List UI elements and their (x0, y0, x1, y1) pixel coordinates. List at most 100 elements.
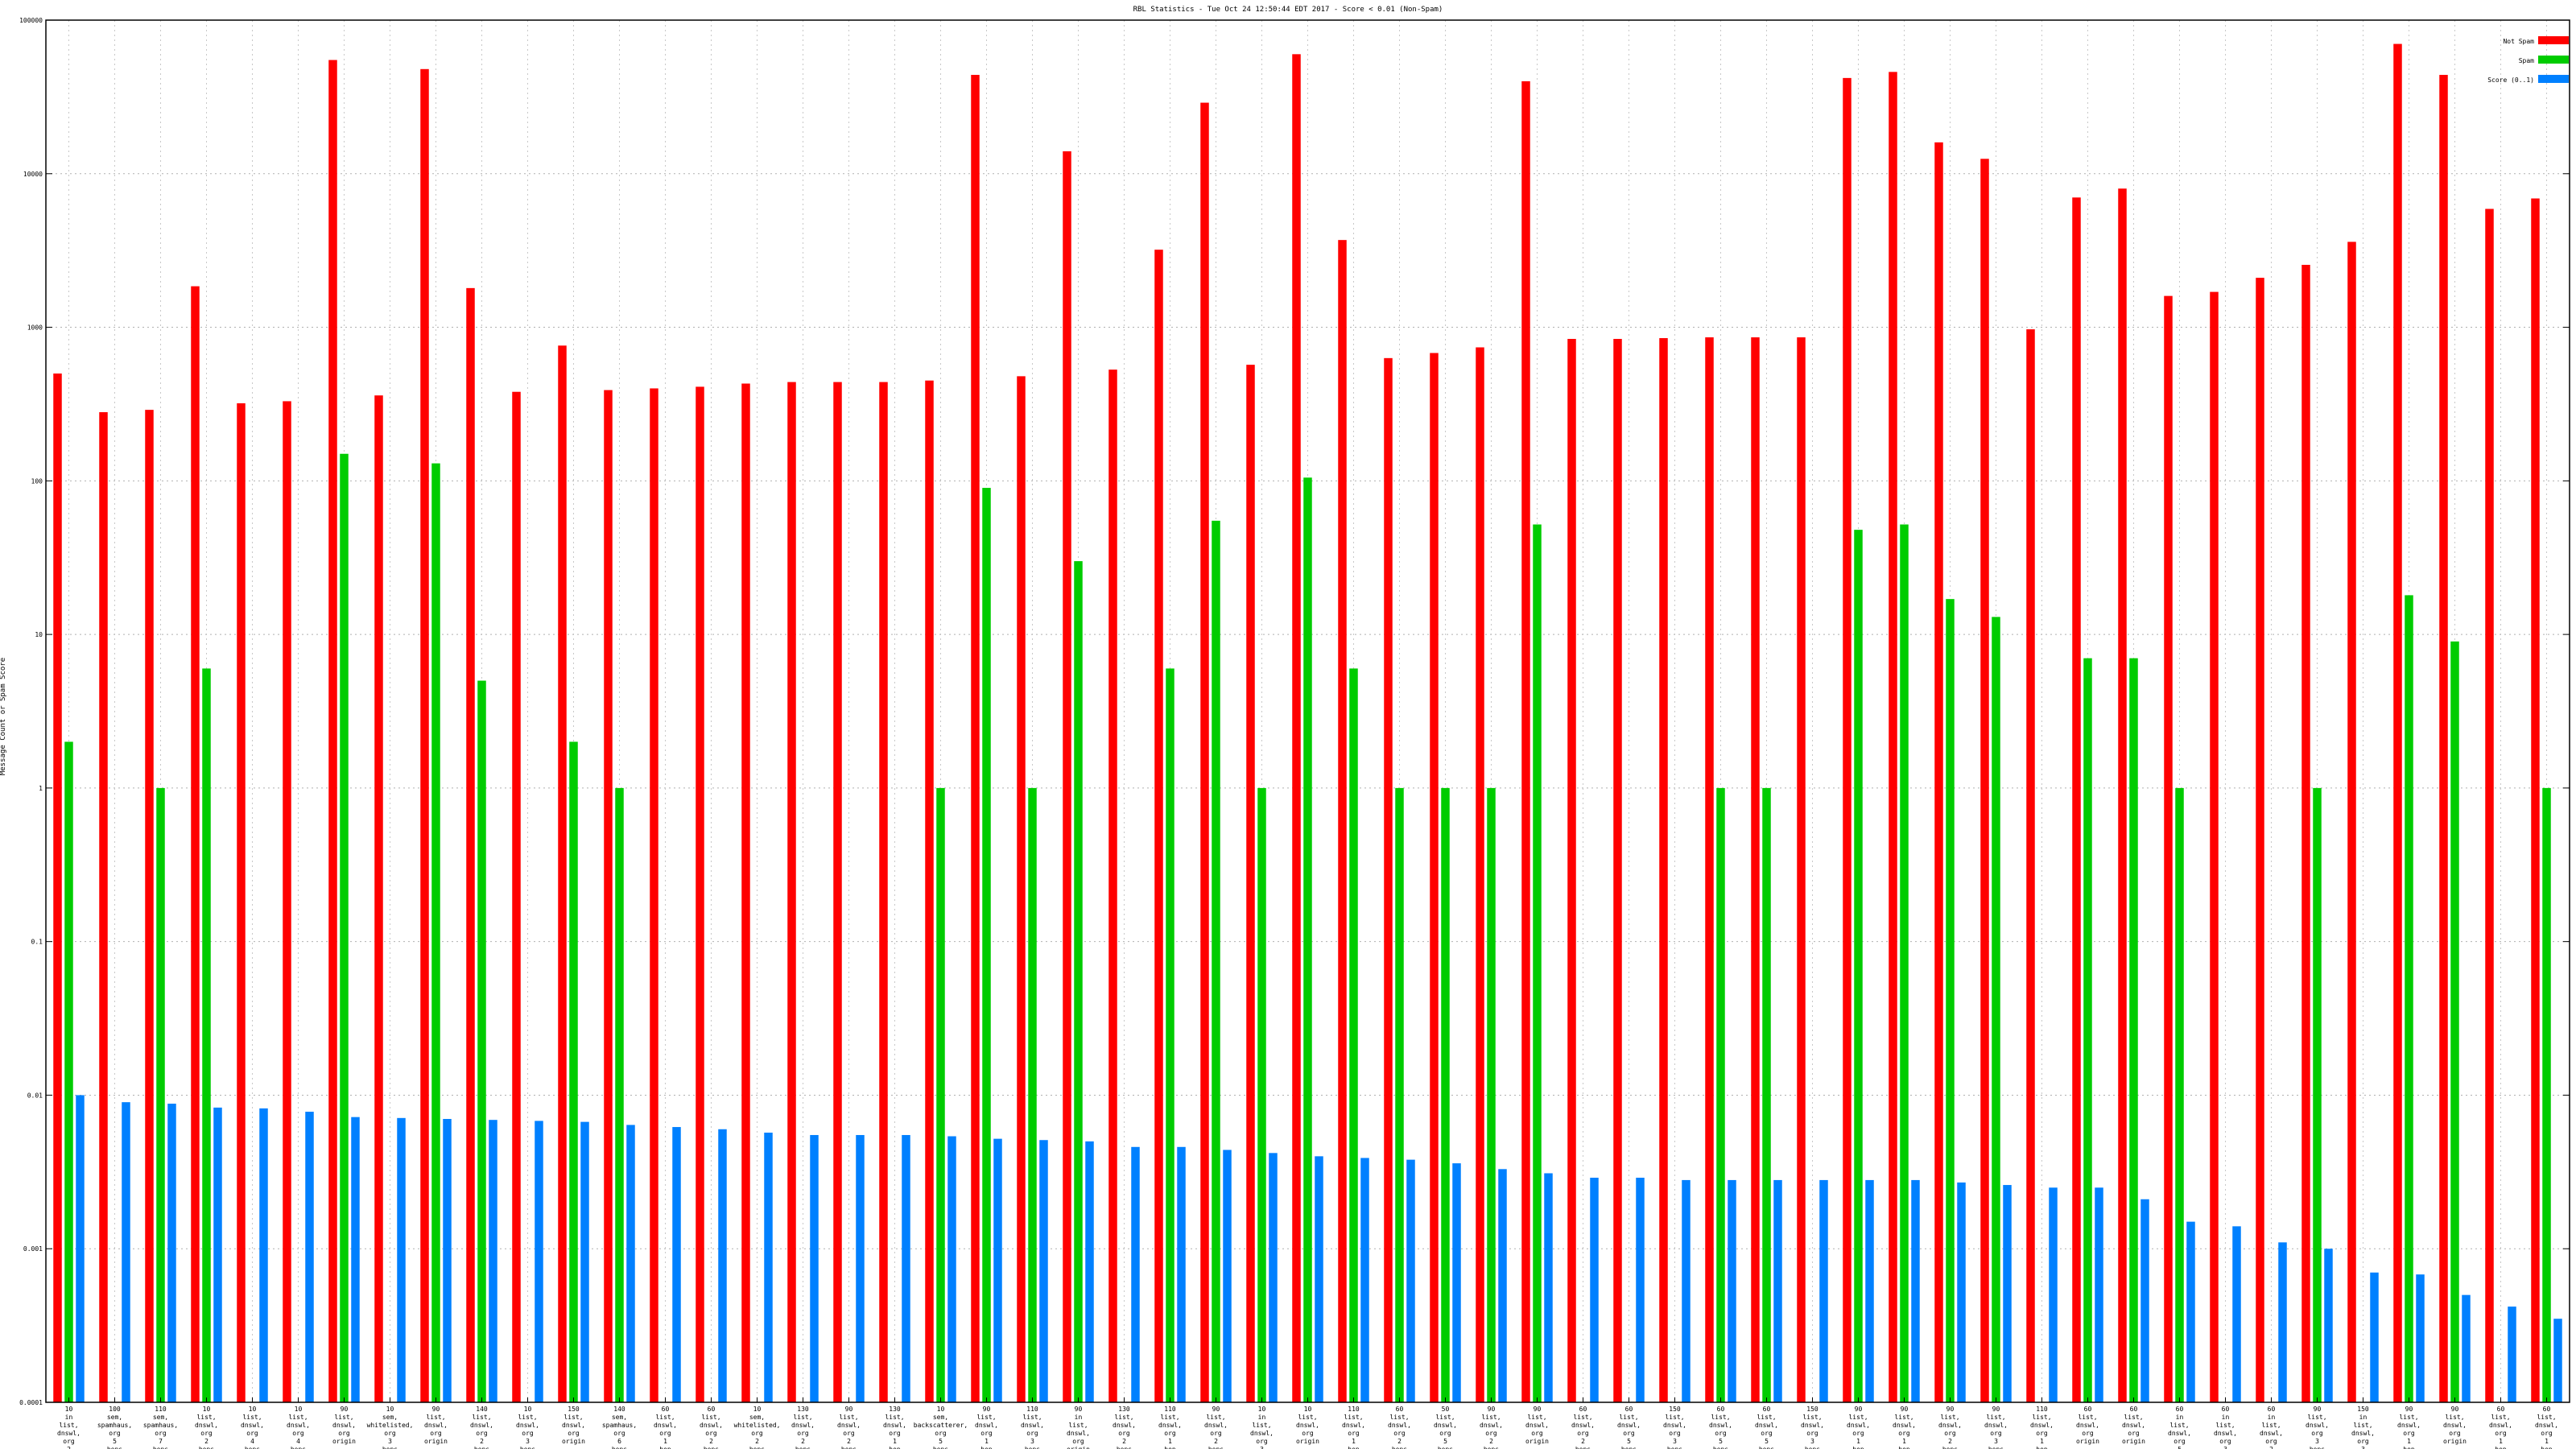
bar-not-spam (2118, 188, 2127, 1402)
bar-not-spam (1154, 250, 1163, 1402)
bar-not-spam (741, 383, 750, 1402)
bar-not-spam (53, 373, 62, 1403)
bar-not-spam (558, 345, 567, 1402)
bar-spam (1533, 524, 1542, 1402)
bar-not-spam (2485, 208, 2494, 1402)
bar-not-spam (2210, 291, 2219, 1402)
bar-score-0-1 (122, 1102, 130, 1402)
bar-score-0-1 (2049, 1187, 2058, 1402)
bar-spam (340, 453, 349, 1402)
bar-not-spam (2531, 198, 2540, 1403)
bar-not-spam (374, 395, 383, 1403)
legend-swatch (2538, 75, 2569, 83)
bar-score-0-1 (1269, 1153, 1278, 1402)
bar-not-spam (283, 401, 291, 1403)
x-tick-label: 10 list, dnswl, org origin (1296, 1406, 1319, 1445)
bar-score-0-1 (1039, 1140, 1048, 1402)
bar-not-spam (1292, 54, 1301, 1402)
bar-not-spam (1797, 337, 1806, 1403)
bar-not-spam (1934, 142, 1943, 1403)
bar-spam (1349, 668, 1358, 1402)
bar-not-spam (787, 382, 796, 1402)
bar-spam (1441, 787, 1450, 1402)
bar-not-spam (1063, 151, 1071, 1403)
bar-score-0-1 (764, 1133, 773, 1402)
bar-score-0-1 (1636, 1178, 1645, 1402)
bar-not-spam (237, 402, 246, 1403)
bar-spam (1257, 787, 1266, 1402)
bar-score-0-1 (947, 1136, 956, 1402)
bar-score-0-1 (2003, 1185, 2012, 1402)
x-tick-label: 90 list, dnswl, org origin (1525, 1406, 1549, 1445)
bar-spam (1487, 787, 1496, 1402)
bar-not-spam (512, 391, 521, 1402)
y-tick-label: 0.01 (27, 1092, 43, 1099)
bar-score-0-1 (1406, 1159, 1415, 1402)
bar-spam (1028, 787, 1037, 1402)
bar-not-spam (1476, 347, 1484, 1403)
bar-score-0-1 (1590, 1178, 1599, 1402)
y-tick-label: 100 (31, 477, 43, 485)
bar-score-0-1 (535, 1121, 543, 1402)
bar-score-0-1 (2370, 1272, 2379, 1402)
bar-spam (1166, 668, 1174, 1402)
y-tick-labels: 100000 10000 1000 100 10 1 0.1 0.01 0.001 0.0001 (19, 17, 43, 1406)
bar-not-spam (1108, 369, 1117, 1402)
axes (45, 19, 2570, 1403)
bar-spam (1212, 520, 1220, 1402)
bar-score-0-1 (167, 1104, 176, 1402)
bar-spam (1946, 599, 1955, 1402)
bar-score-0-1 (902, 1134, 910, 1402)
bar-score-0-1 (856, 1134, 865, 1402)
bar-spam (477, 680, 486, 1402)
bar-not-spam (925, 380, 934, 1403)
bar-score-0-1 (2095, 1187, 2103, 1402)
bar-score-0-1 (993, 1138, 1002, 1402)
bar-spam (2450, 641, 2459, 1402)
y-tick-label: 100000 (19, 17, 43, 24)
legend: Not Spam Spam Score (0..1) (2487, 36, 2569, 84)
bar-not-spam (1705, 337, 1714, 1403)
bar-not-spam (1980, 159, 1989, 1402)
bar-spam (982, 488, 991, 1402)
bar-spam (2175, 787, 2184, 1402)
bar-not-spam (1017, 376, 1026, 1402)
bar-score-0-1 (2553, 1319, 2562, 1402)
bar-spam (2313, 787, 2322, 1402)
bar-score-0-1 (1452, 1163, 1461, 1402)
legend-label: Score (0..1) (2487, 76, 2534, 84)
bar-score-0-1 (2324, 1249, 2333, 1402)
bar-spam (1303, 477, 1312, 1402)
bar-spam (1992, 617, 2000, 1402)
bar-spam (202, 668, 211, 1402)
bar-spam (1900, 524, 1909, 1402)
y-tick-label: 10 (35, 631, 43, 638)
y-tick-label: 1 (39, 785, 43, 792)
bar-score-0-1 (1085, 1141, 1094, 1402)
bar-not-spam (2164, 295, 2173, 1402)
bar-not-spam (2072, 197, 2081, 1403)
bar-score-0-1 (2278, 1242, 2287, 1402)
bar-not-spam (420, 68, 429, 1402)
bar-score-0-1 (718, 1129, 727, 1402)
bar-score-0-1 (2508, 1307, 2516, 1402)
